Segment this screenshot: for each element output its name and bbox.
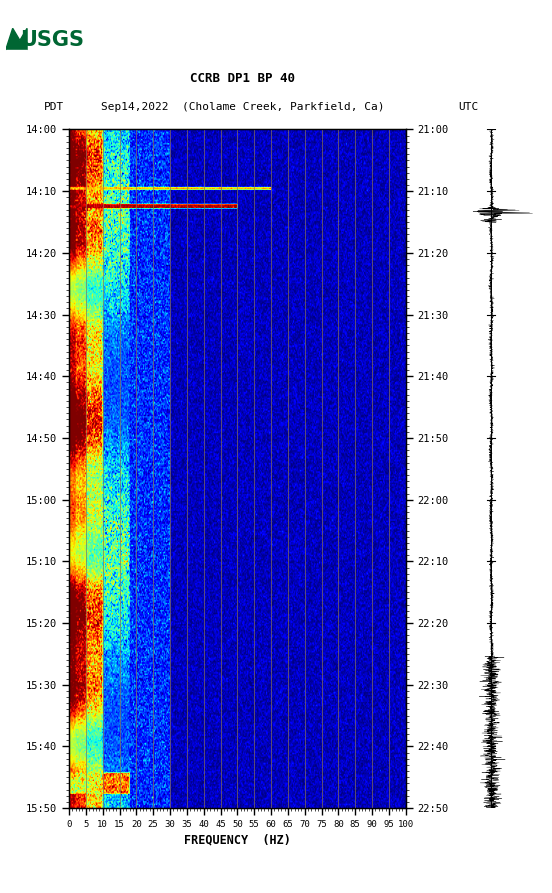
Text: CCRB DP1 BP 40: CCRB DP1 BP 40 xyxy=(190,71,295,85)
Text: Sep14,2022  (Cholame Creek, Parkfield, Ca): Sep14,2022 (Cholame Creek, Parkfield, Ca… xyxy=(101,102,385,113)
Polygon shape xyxy=(6,29,27,51)
Text: PDT: PDT xyxy=(44,102,65,113)
Text: USGS: USGS xyxy=(20,30,84,50)
Polygon shape xyxy=(6,51,27,63)
Text: UTC: UTC xyxy=(458,102,479,113)
X-axis label: FREQUENCY  (HZ): FREQUENCY (HZ) xyxy=(184,833,291,847)
